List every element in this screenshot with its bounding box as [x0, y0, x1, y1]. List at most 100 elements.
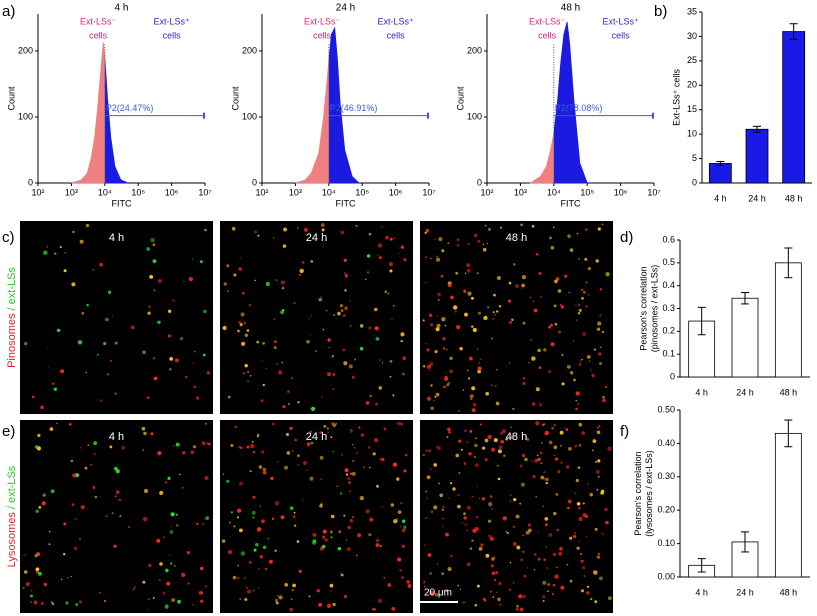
cell-signal — [472, 327, 477, 333]
cell-signal — [276, 460, 279, 463]
cell-signal — [176, 524, 179, 527]
cell-signal — [484, 438, 489, 443]
cell-signal — [605, 385, 608, 388]
cell-signal — [379, 545, 382, 548]
cell-signal — [327, 338, 331, 342]
cell-signal — [483, 597, 486, 601]
cell-signal — [179, 337, 184, 341]
cell-signal — [93, 452, 96, 456]
cell-signal — [265, 282, 270, 286]
cell-signal — [109, 359, 113, 362]
cell-signal — [563, 427, 566, 429]
x-axis-label: FITC — [561, 198, 581, 208]
cell-signal — [352, 460, 354, 462]
cell-signal — [377, 254, 379, 256]
cell-signal — [463, 462, 467, 465]
cell-signal — [250, 443, 255, 449]
cell-signal — [299, 268, 304, 274]
cell-signal — [320, 223, 325, 227]
cell-signal — [464, 429, 467, 432]
cell-signal — [585, 305, 588, 308]
cell-signal — [448, 431, 451, 434]
cell-signal — [191, 258, 193, 260]
cell-signal — [560, 305, 564, 309]
cell-signal — [587, 483, 589, 485]
cell-signal — [152, 259, 157, 264]
cell-signal — [237, 564, 240, 567]
cell-signal — [429, 369, 431, 372]
cell-signal — [174, 358, 179, 363]
y-tick-label: 10 — [687, 129, 697, 139]
cell-signal — [429, 590, 434, 596]
cell-signal — [340, 230, 345, 235]
cell-signal — [107, 290, 112, 294]
cell-signal — [226, 479, 230, 483]
cell-signal — [233, 525, 236, 528]
cell-signal — [379, 256, 382, 260]
cell-signal — [513, 498, 517, 502]
cell-signal — [540, 461, 543, 465]
cell-signal — [495, 571, 499, 575]
cell-signal — [393, 519, 398, 524]
cell-signal — [398, 252, 400, 255]
cell-signal — [203, 309, 207, 314]
cell-signal — [480, 543, 484, 547]
cell-signal — [463, 516, 467, 520]
cell-signal — [70, 575, 72, 578]
cell-signal — [296, 227, 299, 229]
cell-signal — [396, 518, 398, 520]
cell-signal — [439, 493, 444, 498]
cell-signal — [289, 426, 293, 430]
y-tick-label: 0.30 — [657, 471, 675, 481]
cell-signal — [578, 258, 580, 260]
cell-signal — [442, 337, 446, 341]
cell-signal — [403, 469, 407, 473]
cell-signal — [261, 360, 263, 362]
cell-signal — [50, 489, 55, 494]
y-axis-label: (pinosomes / ext-LSs) — [649, 265, 659, 353]
cell-signal — [590, 369, 592, 371]
cell-signal — [596, 327, 601, 331]
cell-signal — [368, 326, 372, 330]
cell-signal — [283, 227, 288, 232]
bar — [782, 31, 806, 184]
cell-signal — [316, 589, 320, 593]
cell-signal — [474, 603, 478, 607]
cell-signal — [385, 236, 389, 240]
cell-signal — [447, 283, 452, 288]
cell-signal — [379, 359, 382, 361]
cell-signal — [192, 362, 194, 364]
cell-signal — [526, 567, 529, 569]
cell-signal — [93, 441, 98, 446]
cell-signal — [337, 311, 341, 316]
cell-signal — [434, 238, 437, 240]
cell-signal — [355, 452, 358, 455]
cell-signal — [59, 246, 62, 249]
cell-signal — [396, 477, 400, 481]
cell-signal — [430, 468, 432, 470]
cell-signal — [287, 390, 290, 393]
cell-signal — [30, 594, 33, 598]
x-tick-label: 10² — [255, 187, 268, 197]
cell-signal — [449, 369, 453, 374]
cell-signal — [493, 578, 497, 582]
cell-signal — [240, 312, 245, 317]
cell-signal — [573, 378, 576, 382]
cell-signal — [509, 494, 512, 497]
cell-signal — [507, 299, 512, 303]
cell-signal — [535, 252, 539, 256]
cell-signal — [310, 441, 314, 445]
cell-signal — [172, 299, 175, 302]
x-tick-label: 10⁷ — [198, 187, 211, 197]
cell-signal — [400, 332, 405, 337]
cell-signal — [466, 562, 471, 567]
cell-signal — [538, 272, 542, 275]
cell-signal — [567, 499, 572, 504]
cell-signal — [509, 321, 513, 324]
cell-signal — [568, 447, 572, 451]
cell-signal — [277, 595, 279, 597]
cell-signal — [470, 397, 473, 401]
cell-signal — [306, 340, 310, 344]
panel-label: e) — [2, 423, 15, 440]
cell-signal — [50, 601, 53, 603]
